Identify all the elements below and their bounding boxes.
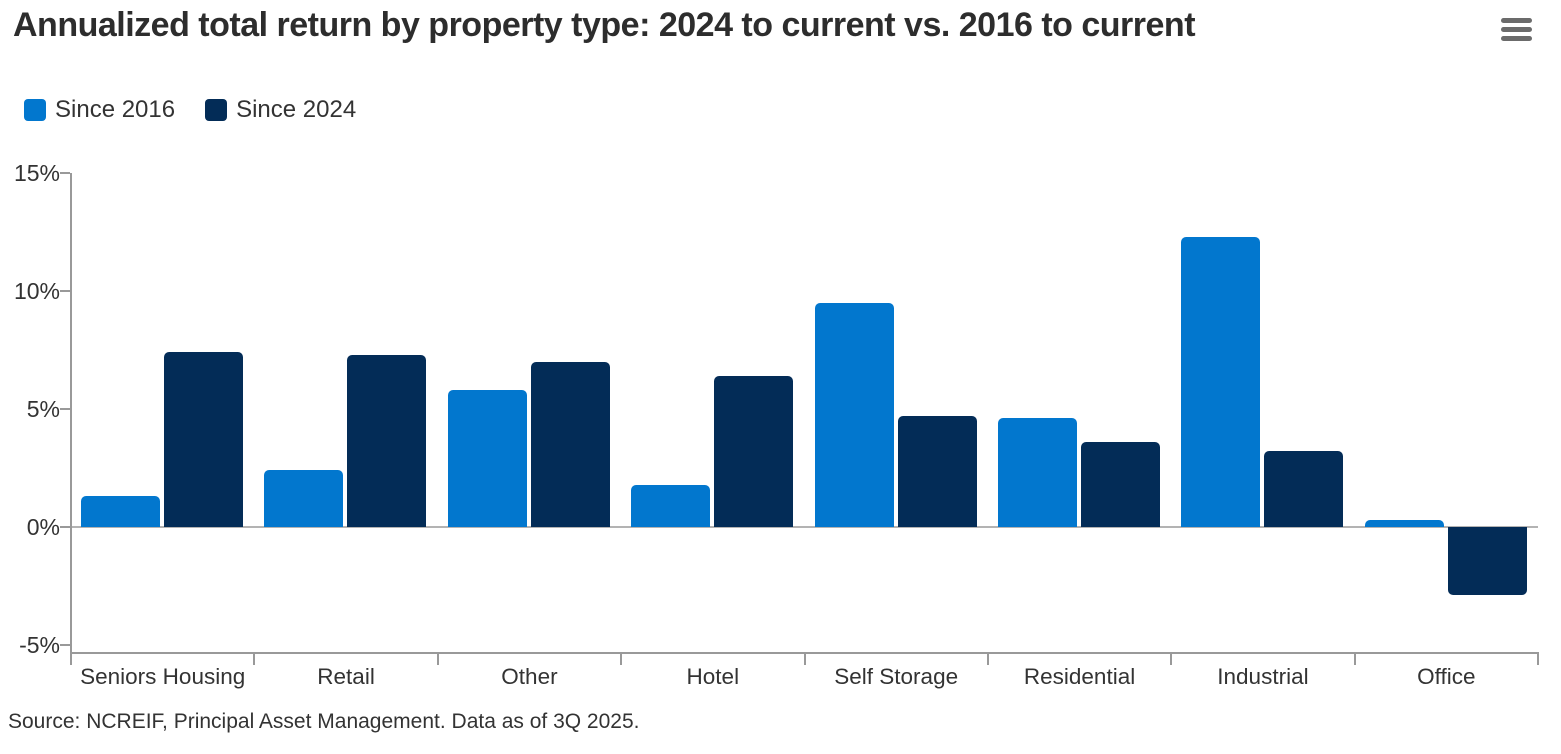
x-label-retail: Retail [317,664,375,689]
legend-label: Since 2016 [55,96,176,123]
bar-since-2016-industrial[interactable] [1181,237,1260,527]
bar-since-2024-other[interactable] [531,362,610,527]
y-label-10: 10% [13,278,60,304]
bar-since-2024-seniors-housing[interactable] [164,352,243,527]
bar-since-2024-self-storage[interactable] [898,416,977,527]
x-label-industrial: Industrial [1217,664,1309,689]
x-label-residential: Residential [1023,664,1136,689]
x-tick-2 [436,652,439,665]
y-label-15: 15% [13,160,60,186]
bar-since-2024-retail[interactable] [347,355,426,527]
y-tick-10 [60,290,70,292]
bar-since-2016-seniors-housing[interactable] [81,496,160,527]
x-label-office: Office [1417,664,1476,689]
chart-title: Annualized total return by property type… [13,6,1196,44]
legend-swatch-icon [24,99,46,121]
bar-since-2024-industrial[interactable] [1264,451,1343,527]
bar-since-2024-office[interactable] [1448,527,1527,595]
bar-since-2016-self-storage[interactable] [815,303,894,527]
x-tick-3 [620,652,623,665]
y-tick-0 [60,526,70,528]
legend-item-since-2016[interactable]: Since 2016 [24,97,175,123]
y-tick-15 [60,172,70,174]
y-tick-5 [60,408,70,410]
legend-label: Since 2024 [236,96,357,123]
x-label-other: Other [501,664,558,689]
x-label-hotel: Hotel [686,664,740,689]
y-axis-line [70,173,72,654]
source-note: Source: NCREIF, Principal Asset Manageme… [8,710,640,733]
legend-swatch-icon [205,99,228,121]
x-label-self-storage: Self Storage [834,664,959,689]
y-label-5: 5% [26,396,60,422]
bar-since-2024-hotel[interactable] [714,376,793,527]
bar-since-2016-residential[interactable] [998,418,1077,527]
x-tick-8 [1537,652,1539,665]
zero-gridline [71,526,1538,528]
x-tick-6 [1170,652,1173,665]
y-tick-5 [60,644,70,646]
bar-since-2016-hotel[interactable] [631,485,710,527]
chart-menu-button[interactable] [1497,13,1539,49]
bar-since-2024-residential[interactable] [1081,442,1160,527]
bar-since-2016-retail[interactable] [264,470,343,527]
x-label-seniors-housing: Seniors Housing [80,664,246,689]
x-tick-0 [70,652,72,665]
x-tick-7 [1353,652,1356,665]
bar-since-2016-office[interactable] [1365,520,1444,527]
legend-item-since-2024[interactable]: Since 2024 [205,97,356,123]
hamburger-menu-icon [1501,17,1535,41]
bar-since-2016-other[interactable] [448,390,527,527]
y-label-5: -5% [19,632,60,658]
x-tick-5 [986,652,989,665]
legend: Since 2016 Since 2024 [24,97,356,123]
x-tick-4 [803,652,806,665]
x-tick-1 [253,652,256,665]
y-label-0: 0% [26,514,60,540]
